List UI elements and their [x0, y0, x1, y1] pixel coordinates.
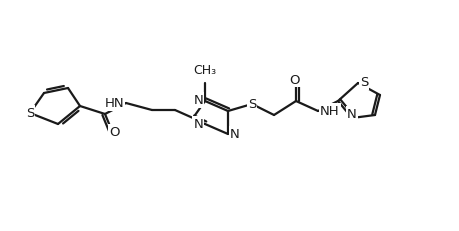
Text: NH: NH [320, 105, 340, 118]
Text: O: O [290, 73, 300, 86]
Text: N: N [193, 118, 203, 131]
Text: CH₃: CH₃ [193, 64, 217, 77]
Text: N: N [347, 108, 357, 121]
Text: S: S [248, 98, 256, 111]
Text: N: N [193, 94, 203, 107]
Text: S: S [26, 107, 34, 120]
Text: S: S [360, 76, 369, 89]
Text: O: O [109, 126, 119, 139]
Text: HN: HN [104, 97, 124, 110]
Text: N: N [230, 128, 240, 141]
